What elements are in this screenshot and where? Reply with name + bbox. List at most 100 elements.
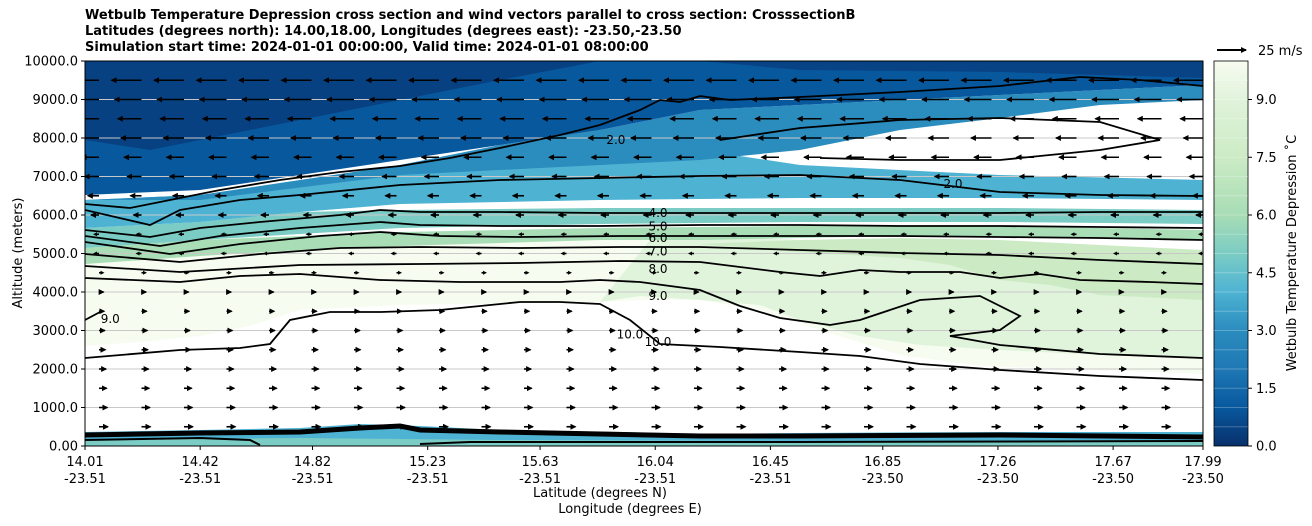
wind-vector-head <box>143 270 147 275</box>
contour-line-8 <box>85 260 1203 285</box>
wind-vector-head <box>900 251 905 256</box>
wind-vector-head <box>135 232 140 237</box>
wind-vector-head <box>440 270 445 275</box>
wind-vector-head <box>475 251 480 256</box>
y-axis-label: Altitude (meters) <box>11 198 26 309</box>
wind-vector-head <box>1070 232 1075 237</box>
x-tick-label-lat: 15.63 <box>521 455 558 470</box>
contour-lines <box>85 76 1203 446</box>
wind-vector-head <box>178 232 182 237</box>
wind-vector-head <box>815 251 820 256</box>
wind-vector-head <box>568 270 572 275</box>
x-tick-label-lon: -23.50 <box>862 472 904 487</box>
x-tick-label-lat: 17.26 <box>979 455 1016 470</box>
x-tick-label-lon: -23.51 <box>749 472 791 487</box>
wind-vector-head <box>1163 270 1167 275</box>
wind-vector-head <box>305 232 310 237</box>
wind-vector-head <box>220 251 225 256</box>
wind-key: 25 m/s <box>1217 44 1303 59</box>
x-axis-label-lon: Longitude (degrees E) <box>558 502 702 517</box>
wind-vector-head <box>943 251 947 256</box>
wind-vector-head <box>228 270 232 275</box>
wind-vector-head <box>645 251 650 256</box>
x-tick-label-lon: -23.50 <box>977 472 1019 487</box>
wind-vector-head <box>1113 232 1117 237</box>
wind-vector-head <box>100 270 105 275</box>
wind-vector-head <box>348 251 352 256</box>
colorbar-tick-label: 3.0 <box>1256 324 1277 339</box>
wind-vector-head <box>263 232 267 237</box>
contour-label: 2.0 <box>943 177 962 191</box>
wind-vector-head <box>688 232 692 237</box>
y-tick-label: 6000.0 <box>33 209 79 224</box>
wind-vector-head <box>1155 232 1160 237</box>
wind-vector-head <box>603 232 607 237</box>
contour-line-7 <box>85 246 1203 265</box>
y-tick-label: 5000.0 <box>33 247 79 262</box>
title-line-3: Simulation start time: 2024-01-01 00:00:… <box>85 40 649 55</box>
x-tick-label-lon: -23.51 <box>292 472 334 487</box>
y-tick-label: 9000.0 <box>33 93 79 108</box>
wind-vector-head <box>730 251 735 256</box>
wind-vector-head <box>815 232 820 237</box>
wind-vector-head <box>348 232 352 237</box>
wind-vector-head <box>985 251 990 256</box>
wind-vector-head <box>518 251 522 256</box>
wind-vector-head <box>1035 270 1040 275</box>
contour-line-6 <box>85 231 1203 255</box>
wind-vector-head <box>1198 251 1202 256</box>
wind-vector-head <box>993 270 997 275</box>
wind-vector-head <box>1070 251 1075 256</box>
title-line-1: Wetbulb Temperature Depression cross sec… <box>85 8 856 23</box>
wind-vector-head <box>950 270 955 275</box>
x-tick-label-lon: -23.50 <box>1092 472 1134 487</box>
y-tick-label: 7000.0 <box>33 170 79 185</box>
colorbar-tick-label: 9.0 <box>1256 93 1277 108</box>
wind-vector-head <box>263 251 267 256</box>
x-tick-label-lon: -23.51 <box>634 472 676 487</box>
x-tick-label-lon: -23.50 <box>1182 472 1224 487</box>
colorbar-ramp <box>1213 60 1249 447</box>
x-tick-label-lon: -23.51 <box>407 472 449 487</box>
contour-line-4 <box>85 209 1203 238</box>
wind-vector-head <box>355 270 360 275</box>
x-tick-label-lat: 16.85 <box>864 455 901 470</box>
wind-vector-head <box>865 270 870 275</box>
wind-vector-head <box>858 232 862 237</box>
wind-vector-head <box>433 232 437 237</box>
colorbar-tick-label: 7.5 <box>1256 151 1277 166</box>
contour-line-10 <box>85 301 1203 381</box>
wind-vector-head <box>1113 251 1117 256</box>
wind-vector-head <box>1028 232 1032 237</box>
y-tick-label: 8000.0 <box>33 132 79 147</box>
wind-vector-head <box>943 232 947 237</box>
surface-contours <box>85 423 1203 440</box>
wind-vector-head <box>220 232 225 237</box>
colorbar-ticks: 0.0 1.5 3.0 4.5 6.0 7.5 9.0 <box>1248 93 1277 455</box>
x-tick-label-lon: -23.51 <box>179 472 221 487</box>
contour-line-2 <box>85 76 1203 209</box>
colorbar-tick-label: 1.5 <box>1256 382 1277 397</box>
wind-vector-head <box>313 270 317 275</box>
contour-line-3 <box>85 174 1203 226</box>
contour-label: 2.0 <box>606 133 625 147</box>
wind-vector-head <box>738 270 742 275</box>
wind-vector-head <box>1206 271 1210 275</box>
colorbar-tick-label: 0.0 <box>1256 440 1277 455</box>
wind-vector-head <box>390 232 395 237</box>
contour-label: 5.0 <box>648 220 667 234</box>
wind-vector-head <box>1120 270 1125 275</box>
wind-vector-head <box>773 232 777 237</box>
wind-vector-head <box>525 270 530 275</box>
wind-vector-head <box>730 232 735 237</box>
wind-vector-head <box>823 270 827 275</box>
x-tick-label-lat: 14.01 <box>66 455 103 470</box>
x-tick-label-lat: 17.99 <box>1184 455 1221 470</box>
y-tick-label: 10000.0 <box>24 55 78 70</box>
wind-vector-head <box>900 232 905 237</box>
x-tick-label-lat: 16.45 <box>752 455 789 470</box>
wind-key-label: 25 m/s <box>1258 44 1303 59</box>
wind-vector-head <box>908 270 912 275</box>
chart-title: Wetbulb Temperature Depression cross sec… <box>85 8 855 56</box>
